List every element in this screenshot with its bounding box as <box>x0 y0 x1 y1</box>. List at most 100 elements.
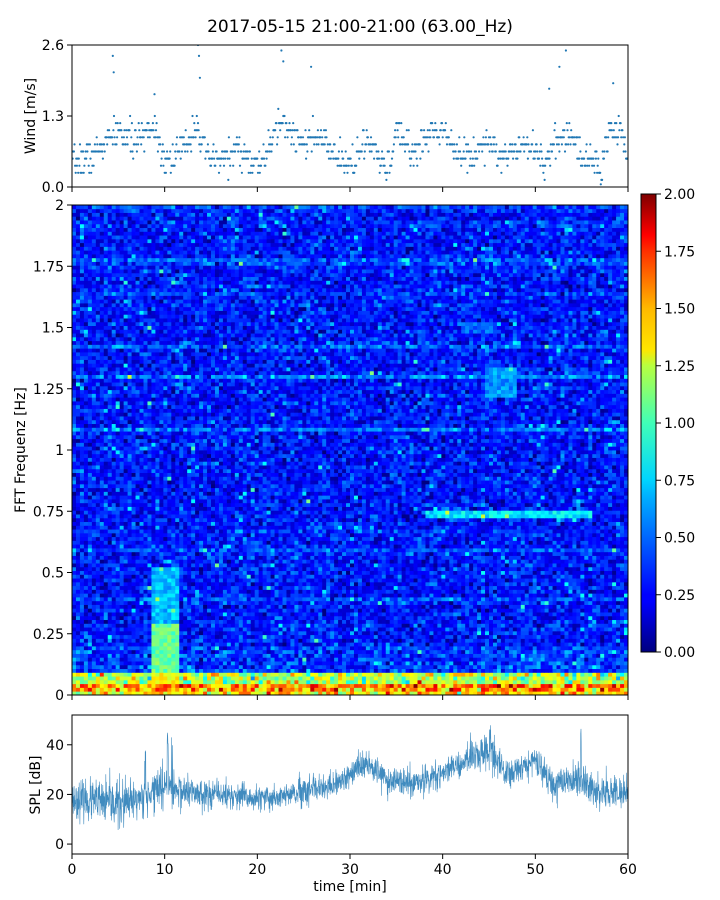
spectrogram-cell <box>302 657 307 662</box>
spectrogram-cell <box>230 608 236 613</box>
spectrogram-cell <box>544 600 549 605</box>
wind-point <box>603 150 606 153</box>
spectrogram-cell <box>72 634 77 639</box>
spectrogram-cell <box>620 691 625 695</box>
spectrogram-cell <box>429 593 434 598</box>
spectrogram-cell <box>532 691 538 695</box>
spectrogram-cell <box>266 634 271 639</box>
spectrogram-cell <box>179 597 184 602</box>
spectrogram-cell <box>254 642 260 647</box>
spectrogram-cell <box>298 664 303 670</box>
spectrogram-cell <box>548 630 553 636</box>
wind-point <box>301 136 305 139</box>
spectrogram-cell <box>147 649 152 654</box>
spectrogram-cell <box>620 623 625 628</box>
spectrogram-cell <box>600 687 605 692</box>
spectrogram-cell <box>314 604 319 609</box>
spectrogram-cell <box>135 687 140 692</box>
spectrogram-cell <box>115 642 121 647</box>
spectrogram-cell <box>286 642 291 647</box>
spectrogram-cell <box>75 589 81 594</box>
spectrogram-cell <box>187 634 192 639</box>
spectrogram-cell <box>350 597 355 602</box>
spectrogram-cell <box>191 642 196 647</box>
spectrogram-cell <box>159 623 164 628</box>
spectrogram-cell <box>457 657 462 662</box>
spectrogram-cell <box>544 679 549 685</box>
spectrogram-cell <box>274 585 279 590</box>
spectrogram-cell <box>147 597 152 602</box>
spectrogram-cell <box>107 608 113 613</box>
spectrogram-cell <box>492 653 498 658</box>
spectrogram-cell <box>306 619 311 624</box>
spectrogram-cell <box>350 664 355 670</box>
spectrogram-cell <box>123 597 128 602</box>
wind-point <box>235 136 238 139</box>
spectrogram-cell <box>445 619 450 624</box>
spectrogram-cell <box>369 642 375 647</box>
spectrogram-cell <box>405 608 410 613</box>
spectrogram-cell <box>326 653 331 658</box>
wind-point <box>403 150 407 153</box>
spectrogram-cell <box>584 589 589 594</box>
spectrogram-cell <box>107 612 113 617</box>
spectrogram-cell <box>357 691 363 695</box>
spectrogram-cell <box>238 604 244 609</box>
spectrogram-cell <box>469 657 474 662</box>
spectrogram-cell <box>151 638 156 643</box>
spectrogram-cell <box>87 676 93 681</box>
spectrogram-cell <box>191 597 196 602</box>
wind-point <box>615 122 618 125</box>
spectrogram-cell <box>552 649 557 654</box>
spectrogram-cell <box>596 619 601 624</box>
wind-point <box>103 150 106 153</box>
spectrogram-cell <box>214 687 220 692</box>
spectrogram-cell <box>203 597 208 602</box>
spectrogram-cell <box>199 672 204 677</box>
wind-point <box>243 157 247 160</box>
spectrogram-cell <box>222 646 228 651</box>
spectrogram-cell <box>199 608 204 613</box>
wind-point <box>111 54 114 58</box>
spectrogram-cell <box>556 585 561 590</box>
spectrogram-cell <box>536 672 542 677</box>
spectrogram-cell <box>143 646 148 651</box>
spectrogram-cell <box>588 630 593 636</box>
spectrogram-cell <box>604 600 609 605</box>
spectrogram-cell <box>83 679 89 685</box>
spectrogram-cell <box>608 597 613 602</box>
spectrogram-cell <box>95 604 101 609</box>
spectrogram-cell <box>222 642 228 647</box>
spectrogram-cell <box>127 661 132 666</box>
spectrogram-cell <box>560 687 565 692</box>
spectrogram-cell <box>187 608 192 613</box>
spectrogram-cell <box>469 608 474 613</box>
spectrogram-cell <box>107 630 113 636</box>
spectrogram-cell <box>453 600 458 605</box>
spectrogram-cell <box>441 649 446 654</box>
spectrogram-cell <box>258 679 264 685</box>
spectrogram-cell <box>139 672 144 677</box>
spectrogram-cell <box>163 649 168 654</box>
spectrogram-cell <box>461 653 466 658</box>
spectrogram-cell <box>127 676 132 681</box>
spectrogram-cell <box>119 604 125 609</box>
spectrogram-cell <box>500 630 506 636</box>
spectrogram-cell <box>346 600 351 605</box>
spectrogram-cell <box>469 585 474 590</box>
wind-point <box>282 60 285 63</box>
spectrogram-cell <box>183 661 188 666</box>
spectrogram-cell <box>306 608 311 613</box>
spectrogram-cell <box>195 593 200 598</box>
wind-point <box>558 65 561 68</box>
spectrogram-cell <box>226 683 232 688</box>
spectrogram-cell <box>199 642 204 647</box>
spectrogram-cell <box>500 661 506 666</box>
spectrogram-cell <box>346 638 351 643</box>
spectrogram-cell <box>564 593 569 598</box>
spectrogram-cell <box>500 608 506 613</box>
spectrogram-cell <box>489 668 494 673</box>
spectrogram-cell <box>179 638 184 643</box>
spectrogram-cell <box>568 634 573 639</box>
spectrogram-cell <box>350 600 355 605</box>
